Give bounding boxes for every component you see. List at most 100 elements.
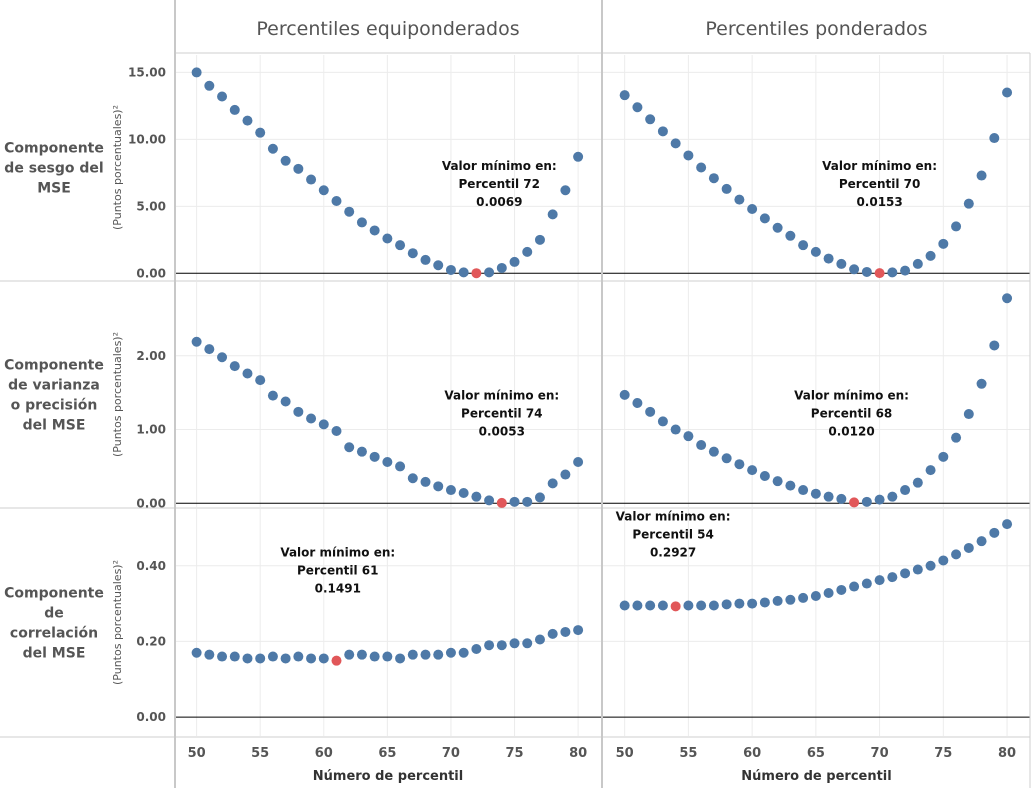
x-tick-label: 65 (807, 746, 825, 761)
data-point (382, 457, 393, 467)
data-point (369, 225, 380, 236)
data-point (547, 478, 558, 489)
annotation-line: Percentil 74 (461, 406, 543, 420)
data-point (721, 453, 732, 464)
data-point (293, 651, 304, 662)
data-point (989, 133, 1000, 144)
x-tick-label: 50 (188, 746, 206, 761)
data-point (395, 240, 406, 251)
data-point (747, 465, 758, 476)
annotation-line: Percentil 54 (632, 527, 714, 541)
min-point (849, 497, 860, 508)
data-point (420, 476, 431, 487)
data-point (823, 587, 834, 598)
data-point (657, 126, 668, 137)
data-point (306, 653, 317, 664)
data-point (912, 258, 923, 269)
data-point (683, 150, 694, 161)
data-point (560, 626, 571, 637)
annotation-line: 0.2927 (650, 545, 696, 559)
annotation-line: Valor mínimo en: (822, 159, 937, 173)
min-point (874, 268, 885, 279)
row-label: de (44, 606, 64, 622)
data-point (280, 653, 291, 664)
annotation-line: 0.1491 (315, 581, 361, 595)
data-point (683, 431, 694, 442)
data-point (938, 238, 949, 249)
data-point (925, 560, 936, 571)
data-point (976, 536, 987, 547)
data-point (772, 595, 783, 606)
data-point (204, 344, 215, 355)
min-point (670, 601, 681, 612)
row-label: de varianza (8, 378, 100, 394)
min-point (496, 497, 507, 508)
data-point (445, 647, 456, 658)
data-point (445, 485, 456, 496)
data-point (522, 496, 533, 507)
x-tick-label: 70 (871, 746, 889, 761)
y-tick-label: 0.00 (136, 710, 166, 724)
data-point (696, 600, 707, 611)
data-point (242, 115, 253, 126)
y-axis-title: (Puntos porcentuales)² (111, 105, 124, 230)
x-tick-label: 75 (505, 746, 523, 761)
data-point (772, 222, 783, 233)
data-point (785, 594, 796, 605)
data-point (747, 204, 758, 215)
annotation-line: 0.0069 (476, 195, 522, 209)
data-point (267, 390, 278, 401)
data-point (484, 267, 495, 278)
data-point (759, 471, 770, 482)
row-label: MSE (37, 181, 71, 197)
data-point (734, 598, 745, 609)
x-tick-label: 50 (616, 746, 634, 761)
data-point (951, 221, 962, 232)
data-point (280, 155, 291, 166)
data-point (496, 640, 507, 651)
data-point (560, 469, 571, 480)
data-point (433, 260, 444, 271)
data-point (217, 91, 228, 102)
data-point (318, 419, 329, 430)
y-tick-label: 2.00 (136, 349, 166, 363)
data-point (395, 653, 406, 664)
data-point (331, 195, 342, 206)
data-point (747, 598, 758, 609)
data-point (721, 599, 732, 610)
data-point (369, 651, 380, 662)
y-tick-label: 15.00 (128, 65, 166, 79)
annotation-line: Valor mínimo en: (616, 509, 731, 523)
data-point (573, 625, 584, 636)
y-tick-label: 0.00 (136, 496, 166, 510)
data-point (484, 495, 495, 506)
y-tick-label: 0.20 (136, 634, 166, 648)
data-point (887, 267, 898, 278)
data-point (344, 442, 355, 453)
data-point (759, 597, 770, 608)
data-point (823, 253, 834, 264)
annotation-line: Valor mínimo en: (444, 388, 559, 402)
x-tick-label: 80 (998, 746, 1016, 761)
data-point (458, 267, 469, 278)
data-point (445, 264, 456, 275)
data-point (382, 233, 393, 244)
data-point (191, 67, 202, 78)
data-point (708, 446, 719, 457)
data-point (407, 248, 418, 259)
annotation-line: Valor mínimo en: (442, 159, 557, 173)
data-point (938, 555, 949, 566)
data-point (645, 406, 656, 417)
data-point (721, 183, 732, 194)
data-point (534, 634, 545, 645)
data-point (573, 151, 584, 162)
y-tick-label: 5.00 (136, 199, 166, 213)
min-point (331, 655, 342, 666)
data-point (509, 496, 520, 507)
annotation-line: 0.0053 (479, 424, 525, 438)
data-point (976, 378, 987, 389)
data-point (547, 209, 558, 220)
column-title-0: Percentiles equiponderados (256, 18, 519, 40)
data-point (938, 451, 949, 462)
data-point (229, 651, 240, 662)
